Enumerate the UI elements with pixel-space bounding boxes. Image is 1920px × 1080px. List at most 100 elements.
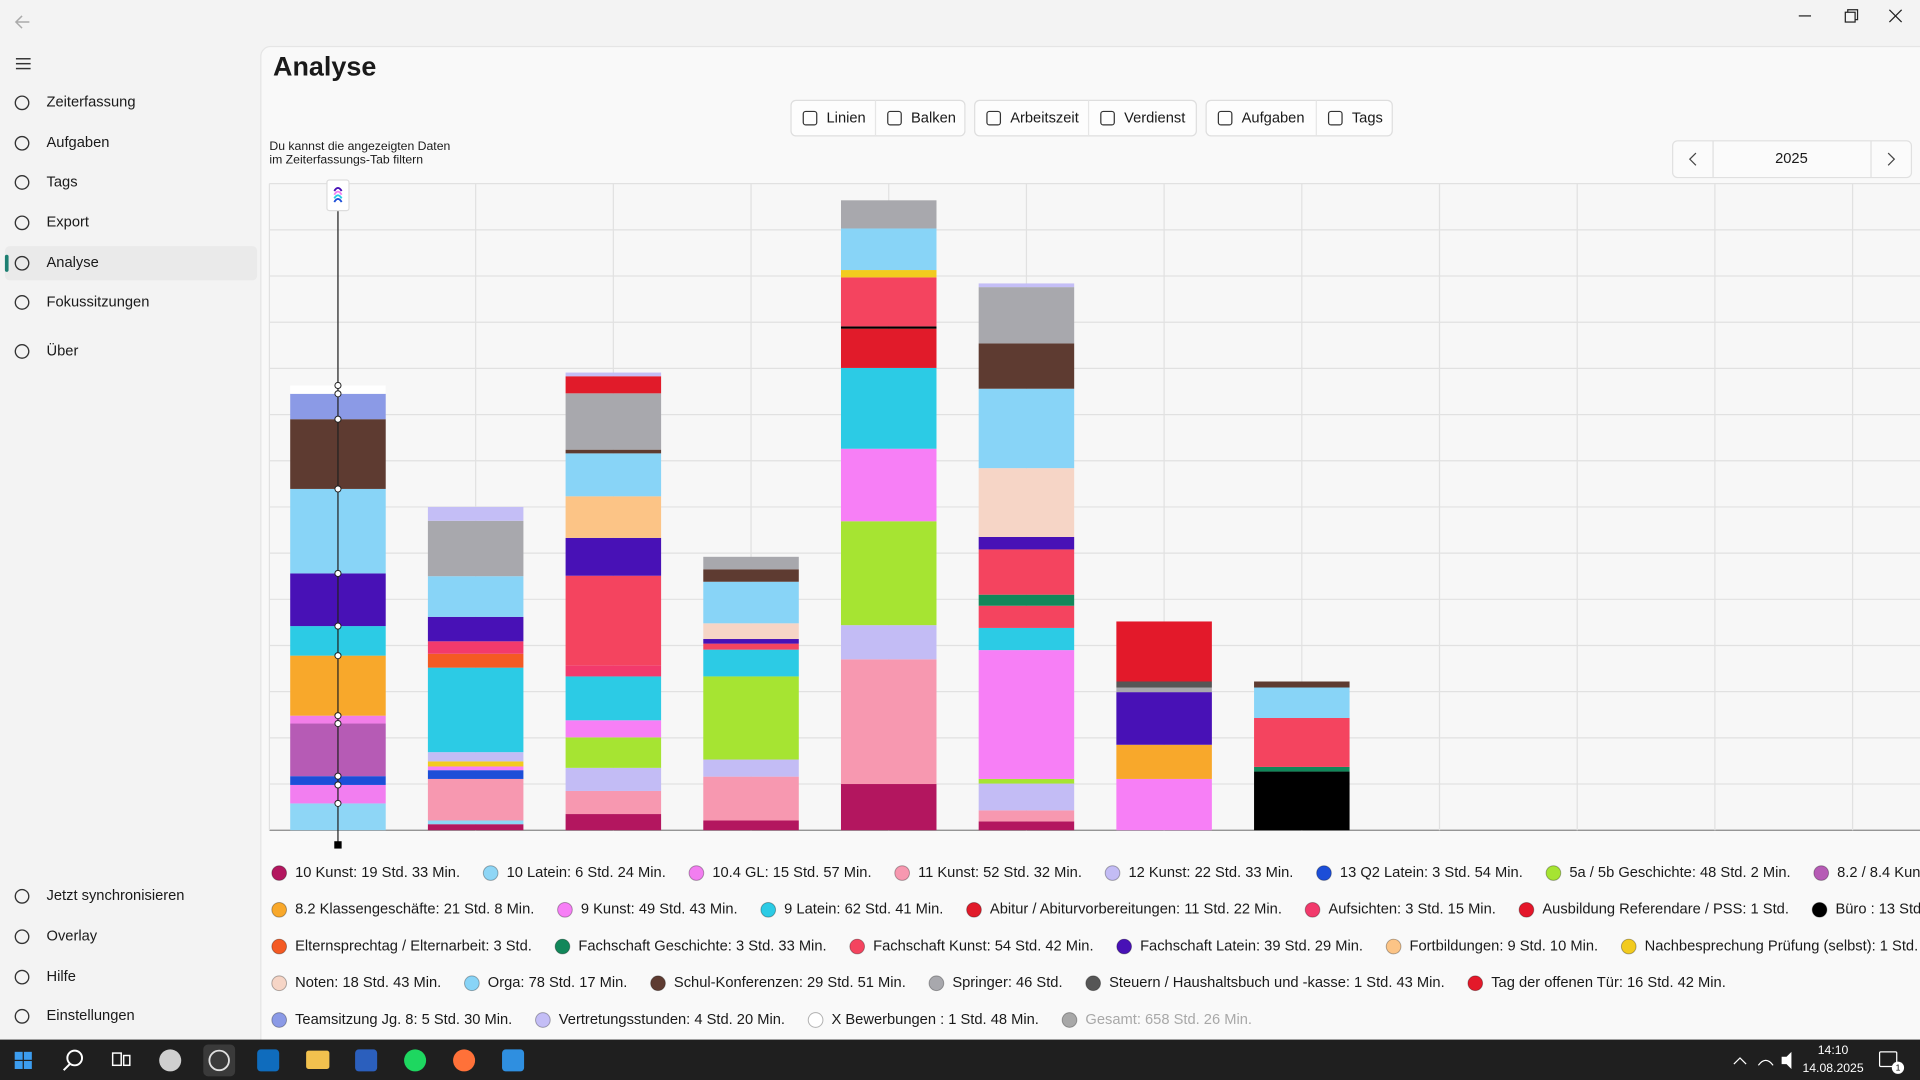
nav-icon <box>14 175 30 190</box>
bar-segment <box>703 623 799 640</box>
bar-segment <box>978 778 1075 784</box>
legend-swatch <box>966 901 982 918</box>
volume-icon[interactable] <box>1781 1051 1792 1069</box>
nav-item[interactable]: Jetzt synchronisieren <box>47 888 185 904</box>
legend-swatch <box>1104 865 1121 881</box>
year-label: 2025 <box>1775 151 1808 167</box>
legend-swatch <box>1467 975 1484 992</box>
legend-swatch <box>1813 865 1830 881</box>
toolbar-button[interactable]: Aufgaben <box>1242 111 1305 127</box>
bar-segment <box>565 449 662 454</box>
legend-label: Fachschaft Geschichte: 3 Std. 33 Min. <box>578 938 826 954</box>
legend-label: Fachschaft Kunst: 54 Std. 42 Min. <box>873 938 1093 954</box>
nav-icon <box>14 929 30 945</box>
menu-button[interactable] <box>15 58 31 70</box>
legend-label: 10.4 GL: 15 Std. 57 Min. <box>712 865 871 881</box>
nav-item[interactable]: Tags <box>47 174 78 190</box>
bar-segment <box>565 676 662 721</box>
legend: 10 Kunst: 19 Std. 33 Min. 10 Latein: 6 St… <box>271 865 1920 1028</box>
nav-item[interactable]: Analyse <box>47 255 99 271</box>
nav-item[interactable]: Fokussitzungen <box>47 294 150 310</box>
bar-segment <box>565 372 662 377</box>
bar-segment <box>978 605 1075 628</box>
nav-item[interactable]: Aufgaben <box>47 135 110 151</box>
clock-date: 14.08.2025 <box>1802 1061 1863 1075</box>
bar-segment <box>427 667 524 753</box>
bar-segment <box>840 270 937 278</box>
sidebar: Zeiterfassung Aufgaben Tags Export Analyse Fo… <box>14 95 185 1024</box>
bar-segment <box>978 283 1075 288</box>
outlook-icon[interactable] <box>257 1049 280 1072</box>
nav-item[interactable]: Export <box>47 215 89 231</box>
toolbar-button[interactable]: Linien <box>827 111 866 127</box>
page-title: Analyse <box>273 52 376 82</box>
tray-chevron[interactable] <box>1733 1057 1747 1065</box>
tracker-point <box>334 415 342 423</box>
tracker-point <box>334 569 342 577</box>
firefox-icon[interactable] <box>453 1049 476 1072</box>
bar-segment <box>565 376 662 394</box>
word-icon[interactable] <box>355 1049 378 1072</box>
bar-segment <box>427 752 524 762</box>
legend-label: 8.2 Klassengeschäfte: 21 Std. 8 Min. <box>295 902 534 918</box>
bar-segment <box>427 653 524 668</box>
notification-icon[interactable] <box>1878 1051 1898 1068</box>
nav-item[interactable]: Zeiterfassung <box>47 95 136 111</box>
bar-segment <box>978 594 1075 606</box>
legend-label: Elternsprechtag / Elternarbeit: 3 Std. <box>295 938 532 954</box>
nav-item[interactable]: Einstellungen <box>47 1008 135 1024</box>
nav-selected-bg <box>4 246 258 281</box>
bar-segment <box>565 393 662 450</box>
notification-badge <box>1891 1061 1905 1074</box>
tracker-point <box>334 652 342 660</box>
toolbar-button[interactable]: Verdienst <box>1124 111 1185 127</box>
nav-item[interactable]: Über <box>47 341 79 359</box>
nav-item[interactable]: Hilfe <box>47 969 76 985</box>
taskview-button[interactable] <box>111 1052 131 1067</box>
maximize-button[interactable] <box>1844 9 1859 23</box>
bar-segment <box>840 326 937 329</box>
app-icon[interactable] <box>159 1049 182 1072</box>
legend-label: 12 Kunst: 22 Std. 33 Min. <box>1128 865 1293 881</box>
bar-segment <box>978 783 1075 811</box>
tracker-point <box>334 719 342 728</box>
legend-label: 9 Latein: 62 Std. 41 Min. <box>784 902 943 918</box>
bar-segment <box>565 737 662 768</box>
prev-year[interactable] <box>1688 152 1697 166</box>
legend-label: Teamsitzung Jg. 8: 5 Std. 30 Min. <box>295 1012 512 1028</box>
app-icon[interactable] <box>502 1049 525 1072</box>
legend-label: Aufsichten: 3 Std. 15 Min. <box>1328 902 1495 918</box>
spotify-icon[interactable] <box>404 1049 427 1072</box>
close-button[interactable] <box>1888 9 1903 23</box>
toolbar-button[interactable]: Arbeitszeit <box>1010 111 1079 127</box>
nav-item[interactable]: Overlay <box>47 929 98 945</box>
explorer-icon[interactable] <box>306 1050 330 1069</box>
legend-swatch <box>1518 901 1535 918</box>
toolbar-button[interactable]: Tags <box>1352 111 1383 127</box>
toolbar-button[interactable]: Balken <box>911 111 956 127</box>
legend-label: Noten: 18 Std. 43 Min. <box>295 975 441 991</box>
bar-segment <box>427 766 524 771</box>
back-button[interactable] <box>14 15 30 29</box>
legend-label: Büro : 13 Std. 15 Min. <box>1835 902 1920 918</box>
legend-label: X Bewerbungen : 1 Std. 48 Min. <box>832 1012 1039 1028</box>
bar-segment <box>565 537 662 576</box>
legend-label: Springer: 46 Std. <box>952 975 1062 991</box>
tracker-point <box>334 712 342 720</box>
nav-icon <box>14 295 30 310</box>
app-icon[interactable] <box>208 1049 230 1072</box>
legend-swatch <box>482 865 499 881</box>
tracker-end <box>334 841 342 849</box>
legend-label: Abitur / Abiturvorbereitungen: 11 Std. 2… <box>990 902 1282 918</box>
bar-segment <box>703 639 799 644</box>
badge-count: 1 <box>1896 1063 1901 1073</box>
bar-segment <box>978 287 1075 344</box>
search-button[interactable] <box>62 1049 84 1071</box>
wifi-icon[interactable] <box>1757 1059 1774 1066</box>
start-button[interactable] <box>14 1051 32 1069</box>
next-year[interactable] <box>1887 152 1896 166</box>
legend-swatch <box>557 901 573 918</box>
toolbar: Linien Balken Arbeitszeit Verdienst Aufgaben… <box>790 99 1393 137</box>
legend-swatch <box>849 938 866 955</box>
legend-label: Fachschaft Latein: 39 Std. 29 Min. <box>1140 938 1363 954</box>
